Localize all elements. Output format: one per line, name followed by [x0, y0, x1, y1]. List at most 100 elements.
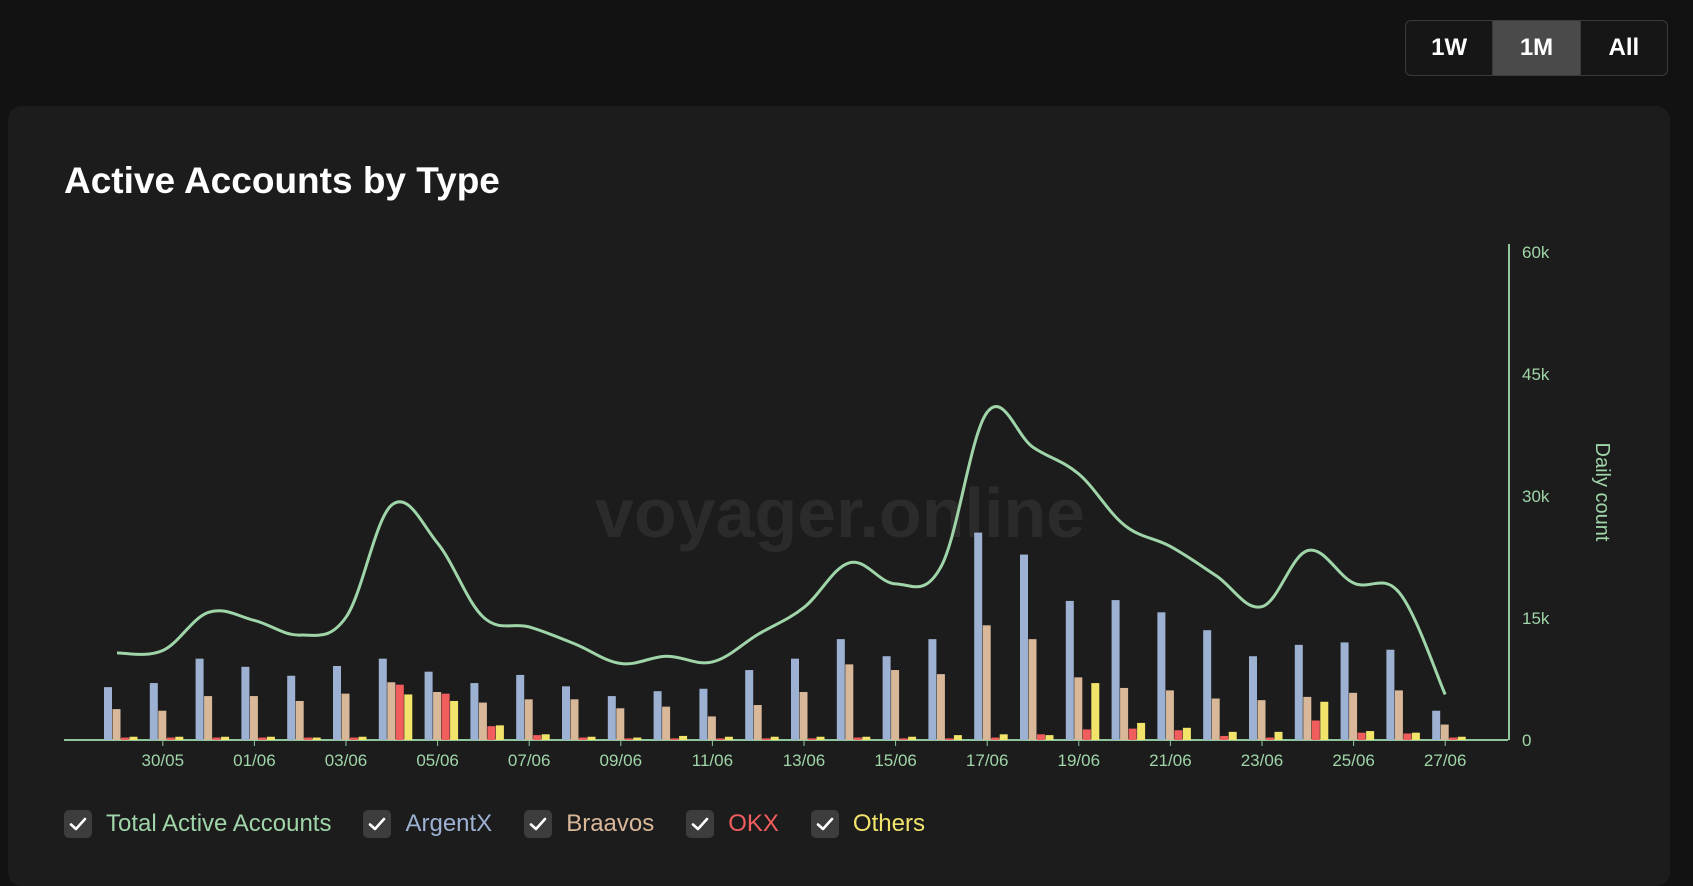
bar-okx-04-06[interactable] — [395, 684, 404, 740]
bar-argentx-27-06[interactable] — [1432, 710, 1441, 740]
bar-argentx-10-06[interactable] — [653, 691, 662, 740]
bar-okx-22-06[interactable] — [1220, 735, 1229, 740]
bar-braavos-05-06[interactable] — [433, 692, 442, 740]
bar-others-15-06[interactable] — [908, 736, 917, 740]
bar-others-27-06[interactable] — [1457, 736, 1466, 740]
bar-braavos-29-05[interactable] — [112, 709, 121, 740]
bar-braavos-14-06[interactable] — [845, 664, 854, 740]
bar-braavos-07-06[interactable] — [524, 699, 533, 740]
bar-argentx-18-06[interactable] — [1020, 554, 1028, 740]
bar-others-22-06[interactable] — [1228, 731, 1237, 740]
bar-braavos-20-06[interactable] — [1120, 687, 1129, 740]
bar-argentx-24-06[interactable] — [1294, 644, 1303, 740]
bar-others-26-06[interactable] — [1411, 732, 1420, 740]
bar-argentx-25-06[interactable] — [1340, 642, 1349, 740]
bar-others-20-06[interactable] — [1137, 722, 1146, 740]
range-1w-button[interactable]: 1W — [1406, 21, 1494, 75]
bar-okx-08-06[interactable] — [579, 737, 587, 740]
bar-argentx-07-06[interactable] — [516, 674, 525, 740]
bar-braavos-24-06[interactable] — [1303, 696, 1312, 740]
bar-braavos-09-06[interactable] — [616, 708, 625, 740]
bar-okx-13-06[interactable] — [808, 738, 816, 740]
bar-argentx-08-06[interactable] — [562, 686, 570, 740]
bar-braavos-04-06[interactable] — [387, 682, 396, 740]
bar-others-23-06[interactable] — [1274, 731, 1283, 740]
bar-braavos-26-06[interactable] — [1394, 690, 1403, 740]
legend-item-okx[interactable]: OKX — [686, 810, 779, 838]
checkbox-checked-icon[interactable] — [686, 810, 715, 838]
bar-braavos-27-06[interactable] — [1440, 724, 1449, 740]
bar-others-19-06[interactable] — [1091, 683, 1100, 740]
bar-okx-31-05[interactable] — [212, 737, 221, 740]
bar-others-30-05[interactable] — [175, 736, 184, 740]
bar-braavos-03-06[interactable] — [341, 693, 350, 740]
bar-others-11-06[interactable] — [724, 736, 733, 740]
bar-braavos-17-06[interactable] — [982, 625, 991, 740]
bar-okx-19-06[interactable] — [1082, 729, 1091, 740]
bar-argentx-09-06[interactable] — [607, 696, 616, 740]
bar-okx-09-06[interactable] — [624, 738, 633, 740]
bar-okx-23-06[interactable] — [1266, 737, 1274, 740]
range-all-button[interactable]: All — [1608, 34, 1640, 61]
bar-others-10-06[interactable] — [679, 735, 688, 740]
bar-argentx-20-06[interactable] — [1111, 600, 1120, 740]
bar-okx-14-06[interactable] — [853, 737, 862, 740]
checkbox-checked-icon[interactable] — [524, 810, 553, 838]
bar-okx-06-06[interactable] — [487, 726, 496, 740]
bar-others-25-06[interactable] — [1366, 731, 1375, 740]
bar-okx-20-06[interactable] — [1128, 728, 1137, 740]
bar-okx-26-06[interactable] — [1403, 733, 1412, 740]
bar-argentx-17-06[interactable] — [974, 532, 983, 740]
bar-others-09-06[interactable] — [633, 737, 642, 740]
bar-argentx-21-06[interactable] — [1157, 612, 1166, 740]
bar-argentx-15-06[interactable] — [882, 656, 891, 740]
bar-others-08-06[interactable] — [587, 736, 596, 740]
bar-braavos-16-06[interactable] — [936, 674, 945, 740]
bar-okx-11-06[interactable] — [716, 738, 725, 740]
line-total-active-accounts[interactable] — [116, 405, 1447, 696]
bar-okx-27-06[interactable] — [1449, 737, 1458, 740]
bar-others-13-06[interactable] — [816, 736, 825, 740]
checkbox-checked-icon[interactable] — [64, 810, 92, 838]
legend-item-total-active-accounts[interactable]: Total Active Accounts — [64, 810, 331, 838]
bar-okx-17-06[interactable] — [991, 737, 1000, 740]
bar-argentx-16-06[interactable] — [928, 639, 937, 740]
bar-others-05-06[interactable] — [450, 700, 459, 740]
bar-others-29-05[interactable] — [129, 736, 138, 740]
bar-others-01-06[interactable] — [266, 736, 275, 740]
bar-braavos-08-06[interactable] — [570, 699, 579, 740]
bar-argentx-23-06[interactable] — [1249, 656, 1257, 740]
bar-others-03-06[interactable] — [358, 736, 367, 740]
bar-argentx-01-06[interactable] — [241, 666, 250, 740]
bar-argentx-22-06[interactable] — [1203, 630, 1212, 740]
bar-okx-05-06[interactable] — [441, 693, 450, 740]
bar-argentx-30-05[interactable] — [149, 683, 158, 740]
bar-braavos-22-06[interactable] — [1211, 698, 1220, 740]
bar-argentx-06-06[interactable] — [470, 683, 479, 740]
bar-braavos-13-06[interactable] — [799, 692, 808, 740]
bar-others-17-06[interactable] — [999, 734, 1008, 740]
bar-others-04-06[interactable] — [404, 694, 413, 740]
bar-braavos-21-06[interactable] — [1165, 690, 1174, 740]
bar-braavos-23-06[interactable] — [1257, 700, 1266, 740]
bar-braavos-11-06[interactable] — [707, 716, 716, 740]
bar-braavos-30-05[interactable] — [158, 710, 167, 740]
bar-others-18-06[interactable] — [1045, 735, 1054, 740]
bar-braavos-31-05[interactable] — [204, 696, 213, 740]
bar-argentx-12-06[interactable] — [745, 670, 754, 740]
bar-others-31-05[interactable] — [221, 736, 230, 740]
bar-braavos-06-06[interactable] — [478, 702, 487, 740]
bar-braavos-18-06[interactable] — [1028, 639, 1037, 740]
bar-okx-01-06[interactable] — [258, 737, 267, 740]
bar-okx-02-06[interactable] — [304, 737, 313, 740]
bar-okx-18-06[interactable] — [1037, 734, 1045, 740]
bar-others-06-06[interactable] — [495, 725, 504, 740]
bar-braavos-19-06[interactable] — [1074, 677, 1083, 740]
bar-okx-25-06[interactable] — [1357, 732, 1366, 740]
bar-okx-30-05[interactable] — [166, 737, 175, 740]
bar-argentx-31-05[interactable] — [195, 658, 204, 740]
legend-item-braavos[interactable]: Braavos — [524, 810, 654, 838]
bar-okx-24-06[interactable] — [1311, 720, 1320, 740]
legend-item-argentx[interactable]: ArgentX — [363, 810, 492, 838]
bar-argentx-13-06[interactable] — [791, 658, 799, 740]
